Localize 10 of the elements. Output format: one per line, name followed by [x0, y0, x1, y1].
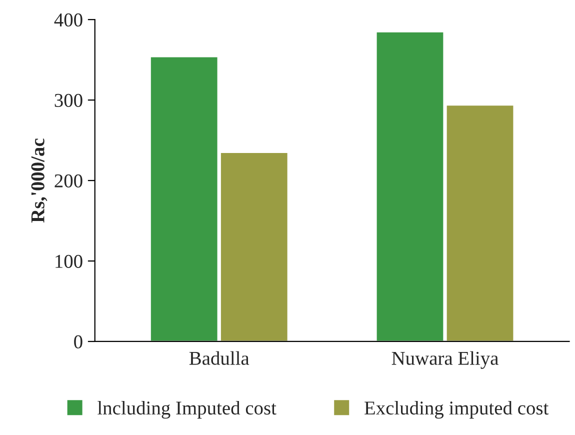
y-tick-label: 400: [54, 13, 82, 27]
y-tick-label: 300: [54, 94, 82, 107]
y-tick-label: 200: [54, 174, 82, 188]
legend-label: Excluding imputed cost: [364, 400, 549, 419]
y-tick-label: 0: [74, 335, 82, 348]
y-tick-label: 100: [56, 254, 82, 268]
x-tick-label: Badulla: [189, 351, 250, 365]
y-axis-title: Rs,'000/ac: [31, 138, 48, 223]
legend-label: lncluding Imputed cost: [98, 400, 276, 419]
x-tick-label: Nuwara Eliya: [392, 351, 498, 369]
